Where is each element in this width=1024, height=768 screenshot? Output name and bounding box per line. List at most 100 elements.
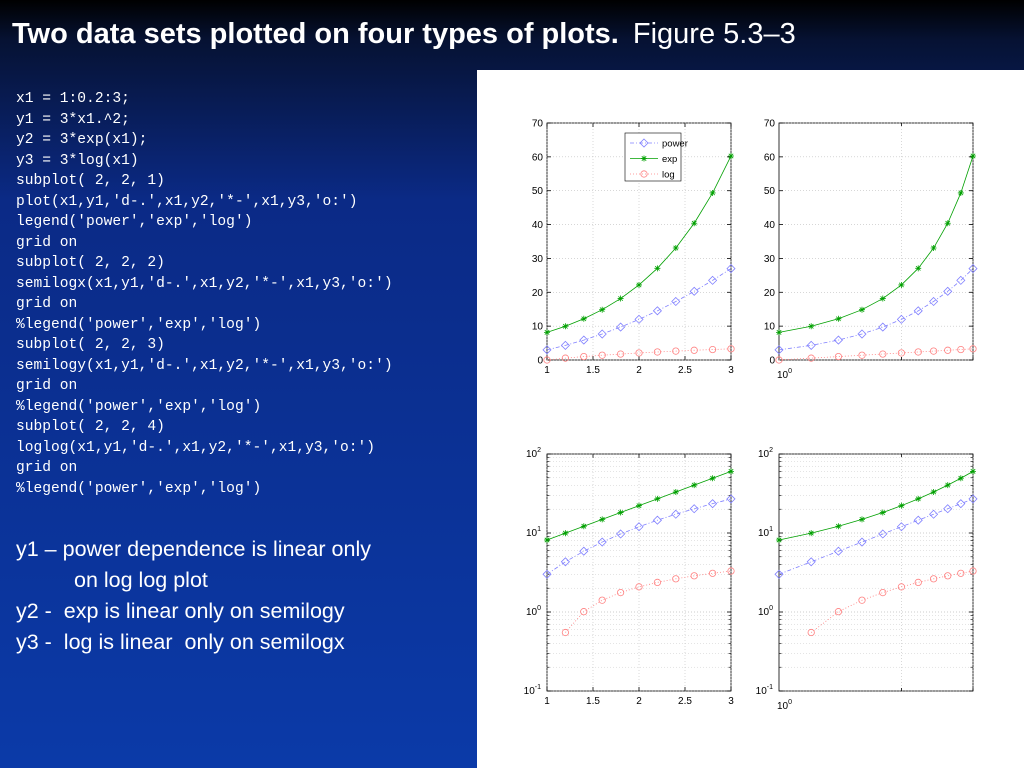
data-point-marker bbox=[878, 322, 888, 332]
data-point-marker bbox=[616, 322, 626, 332]
data-point-marker bbox=[957, 189, 964, 196]
data-point-marker bbox=[858, 516, 865, 523]
data-point-marker bbox=[808, 323, 815, 330]
code-line: plot(x1,y1,'d-.',x1,y2,'*-',x1,y3,'o:') bbox=[16, 193, 358, 210]
data-point-marker bbox=[727, 345, 735, 353]
code-line: subplot( 2, 2, 4) bbox=[16, 419, 165, 435]
code-line: y1 = 3*x1.^2; bbox=[16, 111, 130, 128]
slide-title-figure-ref: Figure 5.3–3 bbox=[632, 18, 796, 50]
data-point-marker bbox=[672, 347, 680, 355]
data-point-marker bbox=[636, 502, 642, 509]
y-tick-label: 30 bbox=[764, 254, 776, 265]
series-line bbox=[810, 570, 974, 633]
data-point-marker bbox=[616, 529, 626, 539]
data-point-marker bbox=[727, 567, 735, 575]
data-point-marker bbox=[708, 499, 718, 509]
legend-label: log bbox=[662, 170, 675, 181]
data-point-marker bbox=[879, 509, 886, 516]
data-point-marker bbox=[806, 340, 816, 350]
data-point-marker bbox=[639, 138, 649, 148]
y-tick-label: 10 bbox=[532, 322, 544, 333]
data-point-marker bbox=[896, 314, 906, 324]
data-point-marker bbox=[709, 189, 716, 196]
data-point-marker bbox=[970, 152, 976, 159]
data-point-marker bbox=[672, 488, 679, 495]
code-line: grid on bbox=[16, 460, 78, 476]
data-point-marker bbox=[930, 488, 937, 495]
slide-title-main: Two data sets plotted on four types of p… bbox=[12, 18, 619, 50]
data-point-marker bbox=[709, 345, 717, 354]
data-point-marker bbox=[635, 583, 643, 591]
data-point-marker bbox=[671, 296, 681, 307]
data-point-marker bbox=[834, 352, 843, 361]
data-point-marker bbox=[579, 546, 589, 556]
data-point-marker bbox=[956, 499, 966, 509]
code-line: legend('power','exp','log') bbox=[16, 214, 253, 230]
data-point-marker bbox=[690, 572, 698, 580]
legend-label: exp bbox=[662, 154, 677, 165]
data-point-marker bbox=[970, 468, 976, 475]
y-tick-label: 101 bbox=[758, 526, 773, 539]
code-line: y3 = 3*log(x1) bbox=[16, 152, 139, 169]
data-point-marker bbox=[598, 596, 606, 604]
data-point-marker bbox=[580, 523, 587, 530]
y-tick-label: 20 bbox=[764, 288, 776, 299]
code-line: subplot( 2, 2, 1) bbox=[16, 173, 165, 189]
data-point-marker bbox=[726, 494, 736, 504]
y-tick-label: 102 bbox=[526, 447, 541, 460]
data-point-marker bbox=[709, 569, 717, 577]
y-tick-label: 50 bbox=[764, 186, 776, 197]
data-point-marker bbox=[691, 482, 698, 489]
data-point-marker bbox=[617, 350, 625, 358]
data-point-marker bbox=[561, 628, 570, 637]
data-point-marker bbox=[691, 220, 698, 227]
data-point-marker bbox=[641, 155, 647, 162]
data-point-marker bbox=[635, 349, 643, 357]
data-point-marker bbox=[943, 286, 953, 296]
data-point-marker bbox=[654, 495, 661, 502]
y-tick-label: 50 bbox=[532, 186, 544, 197]
title-bar: Two data sets plotted on four types of p… bbox=[0, 0, 1024, 70]
x-tick-label: 1 bbox=[544, 365, 550, 376]
data-point-marker bbox=[879, 589, 887, 597]
data-point-marker bbox=[968, 494, 978, 504]
note-line-log: y3 - log is linear only on semilogx bbox=[16, 630, 345, 654]
y-tick-label: 0 bbox=[537, 356, 543, 367]
data-point-marker bbox=[929, 509, 939, 519]
data-point-marker bbox=[579, 335, 589, 345]
data-point-marker bbox=[944, 346, 952, 354]
data-point-marker bbox=[957, 569, 965, 577]
y-tick-label: 100 bbox=[758, 605, 773, 618]
y-tick-label: 60 bbox=[764, 152, 776, 163]
x-tick-label: 2.5 bbox=[678, 696, 692, 707]
data-point-marker bbox=[654, 265, 661, 272]
data-point-marker bbox=[944, 482, 951, 489]
data-point-marker bbox=[898, 281, 905, 288]
data-point-marker bbox=[776, 329, 782, 336]
y-tick-label: 20 bbox=[532, 288, 544, 299]
data-point-marker bbox=[597, 329, 607, 339]
axes-box bbox=[778, 453, 974, 692]
data-point-marker bbox=[857, 537, 867, 547]
data-point-marker bbox=[562, 323, 569, 330]
data-point-marker bbox=[560, 340, 570, 350]
subplot-figure: 1 1.5 2 2.5 3010203040506070powerexplog10001… bbox=[524, 119, 978, 712]
data-point-marker bbox=[580, 315, 587, 322]
x-tick-label: 2 bbox=[636, 696, 642, 707]
series-line bbox=[546, 348, 732, 361]
data-point-marker bbox=[634, 314, 644, 324]
data-point-marker bbox=[634, 522, 644, 532]
data-point-marker bbox=[544, 537, 550, 544]
data-point-marker bbox=[913, 515, 923, 525]
data-point-marker bbox=[943, 504, 953, 514]
data-point-marker bbox=[598, 351, 606, 359]
y-tick-label: 30 bbox=[532, 254, 544, 265]
code-line: %legend('power','exp','log') bbox=[16, 480, 262, 497]
code-line: semilogy(x1,y1,'d-.',x1,y2,'*-',x1,y3,'o… bbox=[16, 357, 393, 374]
data-point-marker bbox=[708, 275, 718, 285]
data-point-marker bbox=[562, 530, 569, 537]
y-tick-label: 70 bbox=[764, 119, 776, 130]
series-line bbox=[778, 498, 974, 575]
data-point-marker bbox=[957, 475, 964, 482]
note-line-power: y1 – power dependence is linear only bbox=[16, 537, 371, 561]
